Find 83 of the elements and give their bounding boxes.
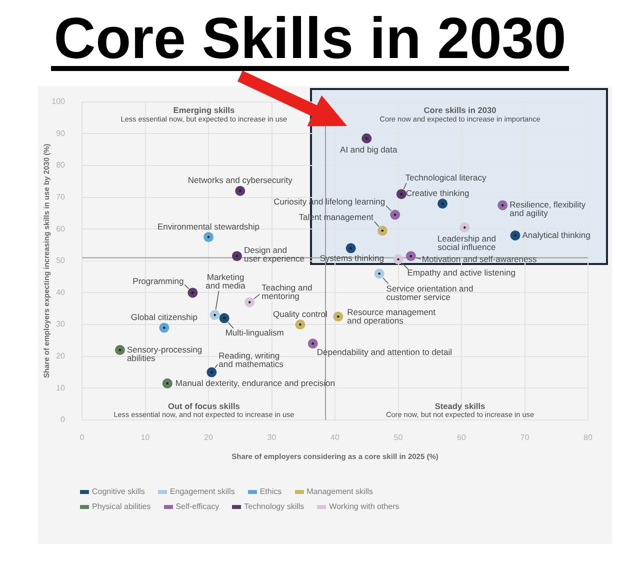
annotation: Systems thinking [320, 253, 384, 264]
annotation: Reading, writing and mathematics [218, 350, 284, 370]
annotation: Emerging skills [173, 105, 235, 116]
legend-label: Ethics [260, 487, 282, 496]
annotation: Analytical thinking [522, 230, 591, 240]
point [235, 186, 246, 196]
y-tick-label: 10 [56, 383, 66, 392]
annotation: Out of focus skills [168, 400, 240, 411]
annotation: Leadership and social influence [437, 233, 496, 252]
point [390, 210, 400, 220]
annotation: Marketing and media [206, 272, 246, 291]
point [438, 198, 448, 209]
annotation: Networks and cybersecurity [188, 175, 294, 186]
annotation: Teaching and mentoring [262, 282, 312, 302]
y-tick-label: 0 [60, 415, 66, 424]
point [308, 338, 318, 349]
annotation: Motivation and self-awareness [422, 254, 537, 264]
point [204, 232, 214, 242]
point [219, 313, 230, 324]
legend-label: Technology skills [244, 502, 304, 511]
x-tick-label: 10 [140, 433, 150, 442]
point [377, 226, 388, 236]
y-tick-label: 90 [56, 128, 66, 138]
annotation: Design and user experience [244, 244, 305, 264]
x-tick-label: 20 [204, 433, 214, 442]
annotation: Manual dexterity, endurance and precision [175, 378, 336, 388]
annotation: AI and big data [340, 144, 398, 154]
annotation: Empathy and active listening [407, 268, 516, 278]
annotation: Sensory-processing abilities [126, 344, 202, 363]
annotation: Steady skills [434, 400, 486, 411]
point [114, 344, 125, 355]
annotation: Resource management and operations [347, 307, 436, 326]
point [210, 310, 220, 320]
legend-label: Working with others [329, 502, 400, 511]
legend-label: Self-efficacy [176, 502, 220, 511]
annotation: Resilience, flexibility and agility [510, 200, 586, 218]
point [510, 230, 520, 240]
point [333, 312, 344, 322]
annotation: Core skills in 2030 [424, 105, 497, 116]
legend-label: Management skills [306, 487, 373, 496]
y-tick-label: 40 [56, 288, 66, 297]
point [406, 251, 416, 262]
point [232, 251, 242, 262]
point [162, 378, 172, 388]
annotation: Quality control [273, 308, 328, 319]
x-tick-label: 70 [520, 433, 530, 442]
y-tick-label: 80 [56, 160, 66, 170]
point [374, 268, 384, 279]
legend-label: Cognitive skills [92, 487, 145, 496]
y-tick-label: 30 [56, 320, 66, 329]
annotation: Global citizenship [130, 312, 198, 322]
annotation: Programming [132, 276, 184, 286]
point [188, 288, 198, 298]
annotation: Service orientation and customer service [386, 283, 474, 302]
annotation: Dependability and attention to detail [316, 346, 452, 357]
x-tick-label: 30 [267, 433, 277, 442]
point [393, 254, 404, 264]
chart-title: Core Skills in 2030 [52, 6, 568, 71]
point [244, 297, 255, 308]
legend-label: Physical abilities [92, 502, 151, 511]
x-tick-label: 50 [394, 433, 404, 442]
point [206, 367, 217, 378]
point [396, 189, 406, 200]
x-tick-label: 60 [457, 433, 466, 442]
point [498, 200, 508, 210]
y-tick-label: 20 [56, 352, 66, 361]
annotation: Multi-lingualism [225, 328, 284, 338]
annotation: Environmental stewardship [157, 221, 260, 232]
point [346, 243, 356, 254]
point [159, 322, 170, 333]
x-tick-label: 80 [584, 433, 593, 442]
y-tick-label: 100 [52, 97, 66, 106]
point [460, 222, 470, 232]
y-tick-label: 70 [56, 192, 66, 202]
annotation: Creative thinking [406, 188, 470, 198]
point [295, 320, 306, 330]
x-tick-label: 0 [80, 433, 85, 442]
legend-label: Engagement skills [170, 487, 235, 496]
point [362, 133, 372, 144]
x-tick-label: 40 [330, 433, 340, 442]
y-tick-label: 50 [56, 256, 66, 266]
y-tick-label: 60 [56, 224, 66, 234]
annotation: Technological literacy [405, 172, 487, 182]
